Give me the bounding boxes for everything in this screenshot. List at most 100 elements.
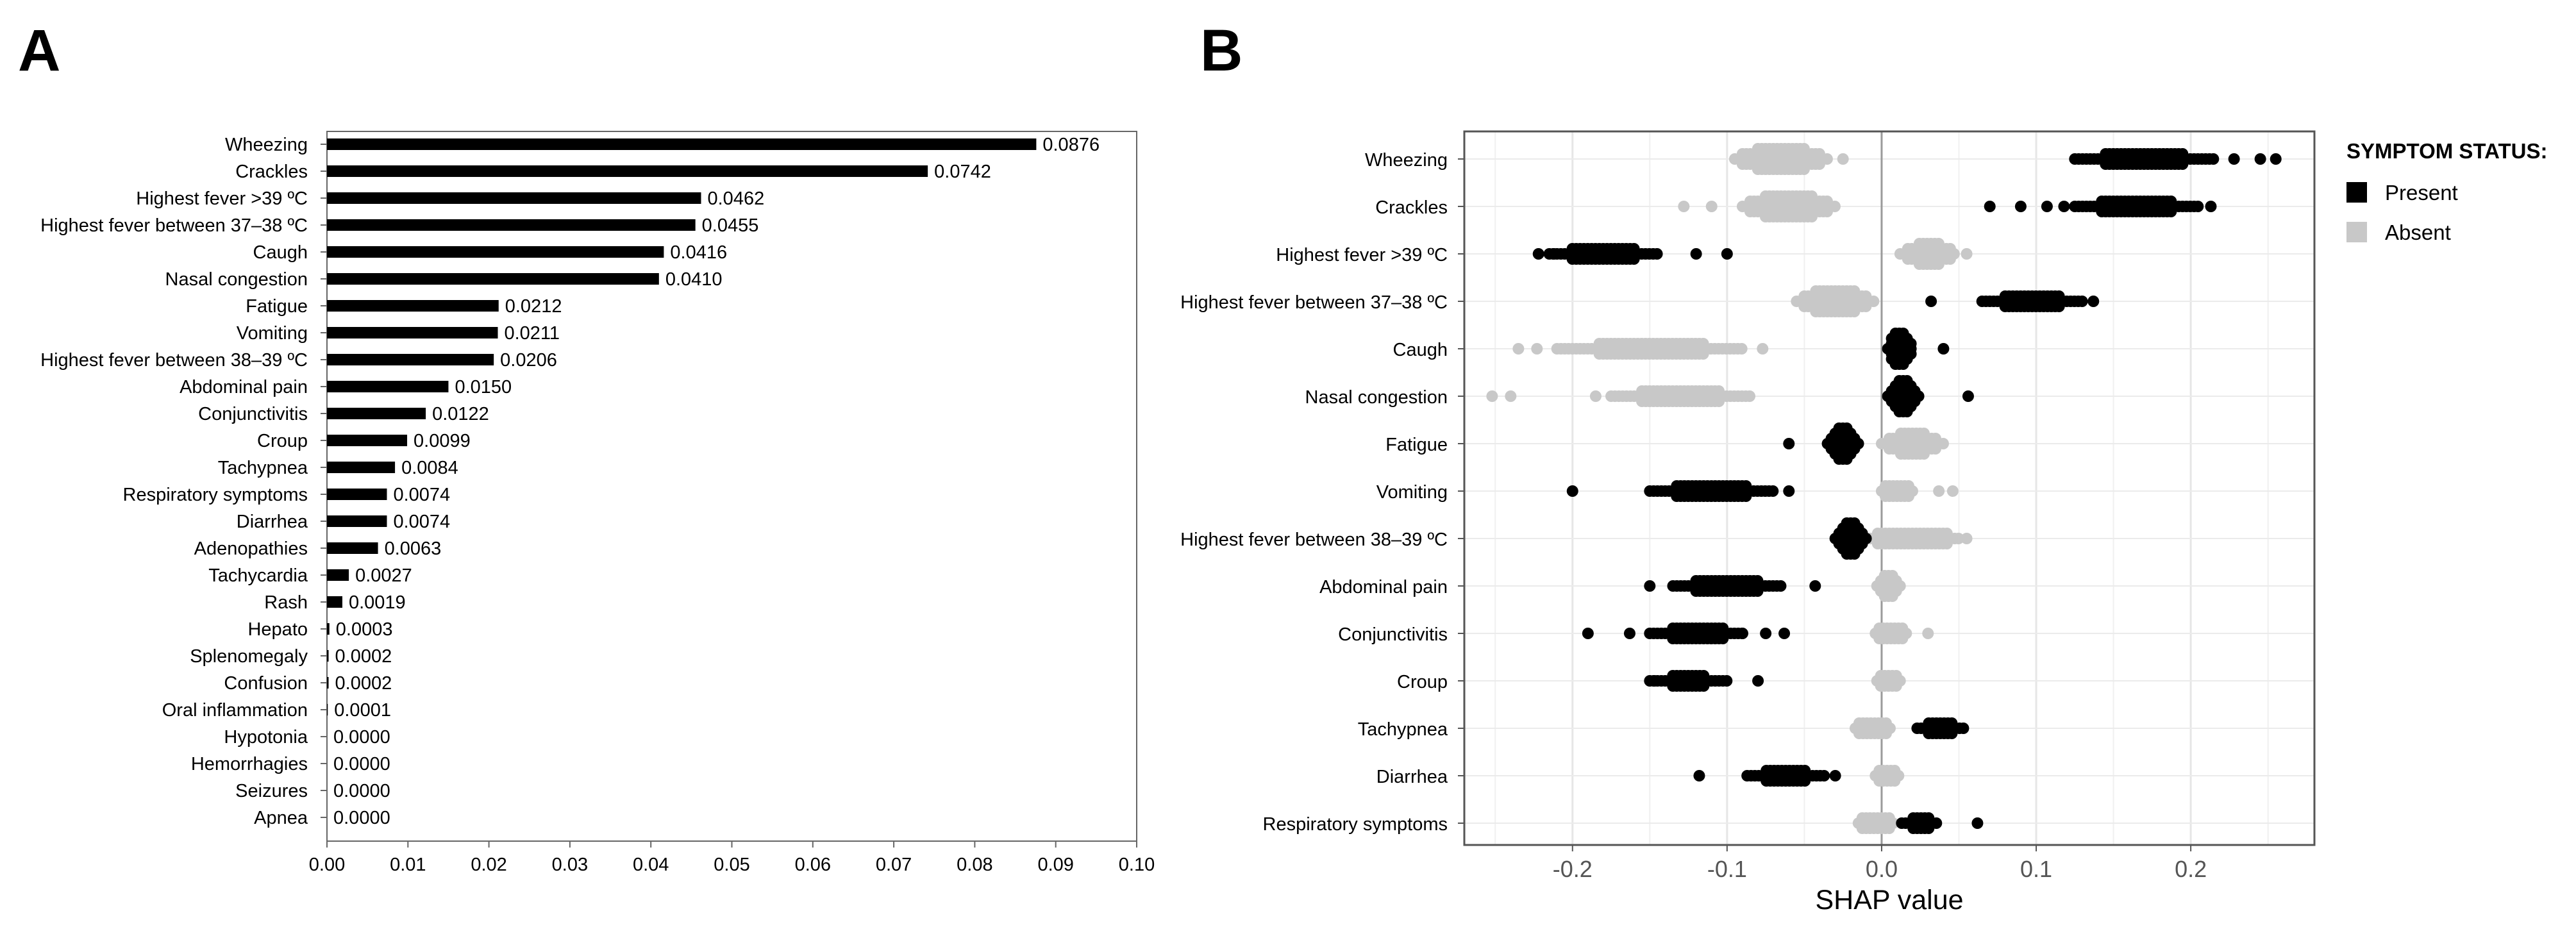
panel-b-present-point [1532, 248, 1544, 260]
panel-a-category-label: Rash [264, 592, 308, 613]
panel-b-category-label: Highest fever between 38–39 ºC [1180, 530, 1448, 550]
panel-a-letter: A [18, 18, 60, 83]
panel-b-x-tick-label: 0.2 [2175, 856, 2207, 882]
panel-b-absent-point [1946, 485, 1959, 497]
panel-a-x-tick-label: 0.07 [876, 855, 912, 875]
panel-a-x-tick-label: 0.06 [795, 855, 831, 875]
panel-b-present-point [1690, 248, 1702, 260]
panel-a-x-tick-label: 0.05 [714, 855, 749, 875]
panel-a-bar [327, 704, 328, 715]
panel-a-bar [327, 381, 449, 392]
panel-b-absent-point [1961, 248, 1973, 260]
panel-a-category-label: Abdominal pain [180, 377, 308, 397]
panel-b-absent-point [1961, 533, 1973, 544]
panel-a-category-label: Respiratory symptoms [123, 485, 308, 505]
panel-b-present-point [1783, 485, 1795, 497]
panel-b-absent-point [1589, 390, 1602, 402]
panel-b-letter: B [1200, 18, 1242, 83]
panel-b-present-point [1566, 485, 1578, 497]
panel-a-bar [327, 569, 349, 581]
panel-b-absent-point [1821, 153, 1833, 165]
panel-b-present-point [2228, 153, 2240, 165]
panel-a-bar [327, 677, 329, 689]
panel-b-present-point [2192, 201, 2204, 212]
panel-b-category-label: Highest fever between 37–38 ºC [1180, 292, 1448, 313]
panel-a-bar [327, 542, 378, 554]
panel-b-present-point [1644, 580, 1656, 592]
panel-b-category-label: Tachypnea [1358, 719, 1448, 740]
panel-a-category-label: Confusion [224, 673, 308, 694]
panel-b-absent-point [1906, 485, 1918, 497]
panel-b-absent-point [1894, 675, 1906, 687]
panel-b-present-point [1651, 248, 1663, 260]
panel-a-x-tick-label: 0.09 [1037, 855, 1073, 875]
panel-b-present-point [2205, 201, 2217, 212]
panel-b-category-label: Nasal congestion [1305, 387, 1448, 408]
panel-b-present-point [1971, 817, 1984, 829]
panel-b-absent-point [1486, 390, 1498, 402]
panel-b-absent-point [1900, 628, 1912, 639]
panel-a-category-label: Highest fever >39 ºC [136, 188, 308, 209]
panel-a-category-label: Crackles [235, 162, 308, 182]
panel-b-category-label: Highest fever >39 ºC [1276, 245, 1448, 265]
panel-a-category-label: Conjunctivitis [198, 404, 308, 424]
panel-b-x-axis-label: SHAP value [1815, 885, 1963, 915]
panel-b-present-point [1783, 438, 1795, 449]
panel-b-present-point [1582, 628, 1594, 639]
panel-a-value-label: 0.0074 [393, 512, 450, 532]
panel-b-absent-point [1948, 248, 1960, 260]
panel-a-bar [327, 435, 408, 446]
panel-a-category-label: Highest fever between 37–38 ºC [40, 215, 308, 236]
panel-a-x-tick-label: 0.08 [957, 855, 992, 875]
panel-a-category-label: Highest fever between 38–39 ºC [40, 350, 308, 371]
panel-a-category-label: Diarrhea [237, 512, 308, 532]
panel-b-category-label: Crackles [1375, 197, 1448, 218]
panel-b-absent-point [1868, 296, 1880, 307]
panel-b-present-point [1767, 485, 1779, 497]
panel-b-present-point [1905, 348, 1917, 360]
panel-a-category-label: Splenomegaly [190, 646, 308, 667]
panel-a-bar [327, 246, 664, 258]
panel-a-bar [327, 623, 330, 635]
panel-a-category-label: Hemorrhagies [191, 754, 308, 774]
panel-b-category-label: Caugh [1393, 340, 1448, 360]
panel-a-value-label: 0.0000 [333, 754, 390, 774]
panel-b-category-label: Conjunctivitis [1338, 624, 1448, 645]
panel-a-bar [327, 489, 387, 500]
panel-b-present-point [1778, 628, 1791, 639]
panel-a-value-label: 0.0027 [355, 565, 412, 586]
panel-b-absent-point [1837, 153, 1849, 165]
panel-b-category-label: Croup [1397, 672, 1448, 692]
panel-b-present-point [2058, 201, 2070, 212]
panel-b-absent-point [1735, 343, 1748, 355]
panel-a-value-label: 0.0150 [455, 377, 512, 397]
panel-a-x-tick-label: 0.03 [552, 855, 588, 875]
panel-a-bar [327, 327, 498, 338]
panel-b-category-label: Respiratory symptoms [1263, 814, 1448, 835]
panel-b-present-point [1693, 770, 1705, 781]
panel-a-bar [327, 165, 928, 177]
panel-b-present-point [1648, 675, 1660, 687]
panel-b-legend-title: SYMPTOM STATUS: [2346, 139, 2548, 163]
panel-a-value-label: 0.0001 [334, 700, 391, 721]
panel-b-present-point [1860, 533, 1872, 544]
panel-a-value-label: 0.0000 [333, 781, 390, 801]
panel-a-x-tick-label: 0.10 [1119, 855, 1155, 875]
panel-a-category-label: Seizures [235, 781, 308, 801]
panel-a-category-label: Hepato [247, 619, 308, 640]
panel-a-value-label: 0.0462 [708, 188, 765, 209]
panel-b-present-point [1829, 770, 1841, 781]
panel-a-bar [327, 515, 387, 527]
panel-b-x-tick-label: -0.2 [1553, 856, 1593, 882]
panel-a-x-tick-label: 0.00 [309, 855, 345, 875]
panel-a-value-label: 0.0211 [504, 323, 560, 344]
panel-a-category-label: Fatigue [246, 296, 308, 317]
panel-b-present-point [2087, 296, 2100, 307]
panel-b-absent-point [1744, 390, 1756, 402]
panel-b-present-point [1912, 390, 1925, 402]
panel-b-category-label: Diarrhea [1376, 767, 1448, 787]
panel-a-bar [327, 273, 659, 285]
panel-b-present-point [1752, 675, 1764, 687]
panel-b-present-point [1984, 201, 1996, 212]
